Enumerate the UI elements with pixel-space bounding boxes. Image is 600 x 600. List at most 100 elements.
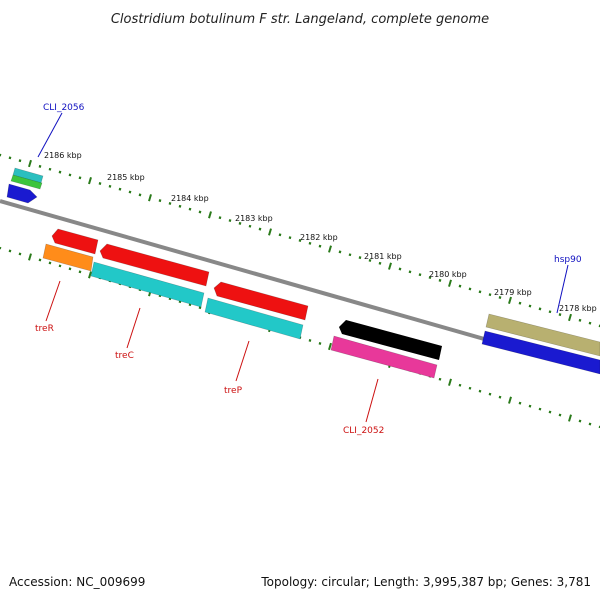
gene-reverse-red-2[interactable] [99,243,210,287]
leader-trec [126,307,141,349]
outer-ruler-major-tick [568,313,572,322]
outer-ruler-major-tick [88,177,92,185]
inner-ruler-minor-tick [538,407,542,411]
outer-ruler-minor-tick [138,193,142,197]
inner-ruler-minor-tick [588,422,592,426]
outer-ruler-major-tick [148,194,152,202]
outer-ruler-minor-tick [408,270,412,274]
gene-forward-green[interactable] [10,174,43,190]
gene-label-cli-2052[interactable]: CLI_2052 [343,426,384,436]
outer-ruler-minor-tick [198,210,202,214]
gene-cli-2052[interactable] [330,335,438,379]
outer-ruler-minor-tick [548,310,552,314]
outer-ruler-minor-tick [438,278,442,282]
inner-ruler-minor-tick [458,383,462,387]
outer-ruler-minor-tick [478,290,482,294]
inner-ruler-minor-tick [558,413,562,417]
inner-ruler-minor-tick [498,395,502,399]
inner-ruler-major-tick [568,414,572,422]
accession-text: Accession: NC_009699 [9,575,145,589]
outer-ruler-minor-tick [538,307,542,311]
inner-ruler-minor-tick [318,342,322,345]
gene-hsp90[interactable] [485,313,600,357]
outer-ruler-minor-tick [278,233,282,237]
inner-ruler-minor-tick [478,389,482,393]
gene-reverse-red-4[interactable] [339,320,442,360]
gene-forward-blue-long[interactable] [481,330,600,375]
reverse-strand-genes [42,228,442,379]
outer-ruler-minor-tick [128,190,132,194]
outer-ruler-major-tick [328,245,332,253]
leader-trer [45,280,61,322]
outer-ruler-minor-tick [428,276,432,279]
inner-ruler-minor-tick [308,339,312,342]
gene-label-cli-2056[interactable]: CLI_2056 [43,103,85,113]
outer-ruler-minor-tick [38,164,42,168]
ruler-label-2178: 2178 kbp [559,304,597,313]
outer-ruler-minor-tick [218,216,222,220]
gene-label-hsp90[interactable]: hsp90 [554,255,582,265]
inner-ruler-minor-tick [548,410,552,414]
outer-ruler-minor-tick [298,239,302,242]
outer-ruler-minor-tick [188,207,192,211]
inner-ruler-minor-tick [68,267,72,271]
inner-ruler-major-tick [28,253,32,261]
outer-ruler-minor-tick [238,221,242,225]
gene-labels: CLI_2056 hsp90 treR treC treP CLI_2052 [35,103,582,436]
gene-trer[interactable] [42,243,94,272]
outer-ruler-minor-tick [18,159,22,163]
outer-ruler-minor-tick [358,256,362,260]
inner-ruler-minor-tick [48,261,52,265]
outer-ruler-major-tick [28,159,32,168]
outer-ruler-minor-tick [168,202,172,205]
outer-ruler-minor-tick [378,261,382,265]
outer-ruler-minor-tick [228,219,232,222]
gene-trec[interactable] [90,261,205,308]
outer-ruler-minor-tick [338,250,342,254]
ruler-label-2183: 2183 kbp [235,214,273,223]
outer-ruler-minor-tick [98,182,102,185]
ruler-label-2181: 2181 kbp [364,252,402,261]
outer-ruler [0,153,600,328]
inner-ruler-minor-tick [58,264,62,268]
inner-ruler-major-tick [448,378,452,386]
outer-ruler-minor-tick [518,301,522,305]
inner-ruler-minor-tick [578,419,582,423]
outer-ruler-minor-tick [8,156,12,160]
gene-trep[interactable] [204,297,304,340]
outer-ruler-minor-tick [248,224,252,228]
outer-ruler-minor-tick [178,204,182,208]
outer-ruler-major-tick [508,296,512,304]
outer-ruler-minor-tick [578,318,582,322]
leader-trep [235,340,250,382]
gene-reverse-red-1[interactable] [51,228,99,255]
leader-hsp90 [556,264,569,314]
outer-ruler-minor-tick [78,176,82,180]
gene-label-trec[interactable]: treC [115,351,134,361]
ruler-label-2186: 2186 kbp [44,151,82,160]
gene-reverse-red-3[interactable] [213,281,309,321]
outer-ruler-major-tick [388,262,392,270]
outer-ruler-minor-tick [68,173,72,177]
inner-ruler-minor-tick [8,249,12,253]
forward-strand-genes [6,167,600,375]
ruler-label-2184: 2184 kbp [171,194,209,203]
inner-ruler-major-tick [88,271,92,279]
inner-ruler-minor-tick [18,252,22,256]
leader-cli-2056 [37,112,63,158]
gene-label-trer[interactable]: treR [35,324,54,334]
outer-ruler-minor-tick [48,167,52,171]
outer-ruler-minor-tick [458,284,462,288]
inner-ruler-minor-tick [38,258,42,262]
gene-forward-blue[interactable] [6,183,38,204]
inner-ruler-minor-tick [438,377,442,381]
gene-label-trep[interactable]: treP [224,386,243,396]
inner-ruler-major-tick [508,396,512,404]
outer-ruler-minor-tick [158,199,162,203]
ruler-labels: 2186 kbp 2185 kbp 2184 kbp 2183 kbp 2182… [44,151,597,313]
outer-ruler-major-tick [208,211,212,219]
inner-ruler-minor-tick [78,270,82,274]
outer-ruler-minor-tick [468,287,472,291]
